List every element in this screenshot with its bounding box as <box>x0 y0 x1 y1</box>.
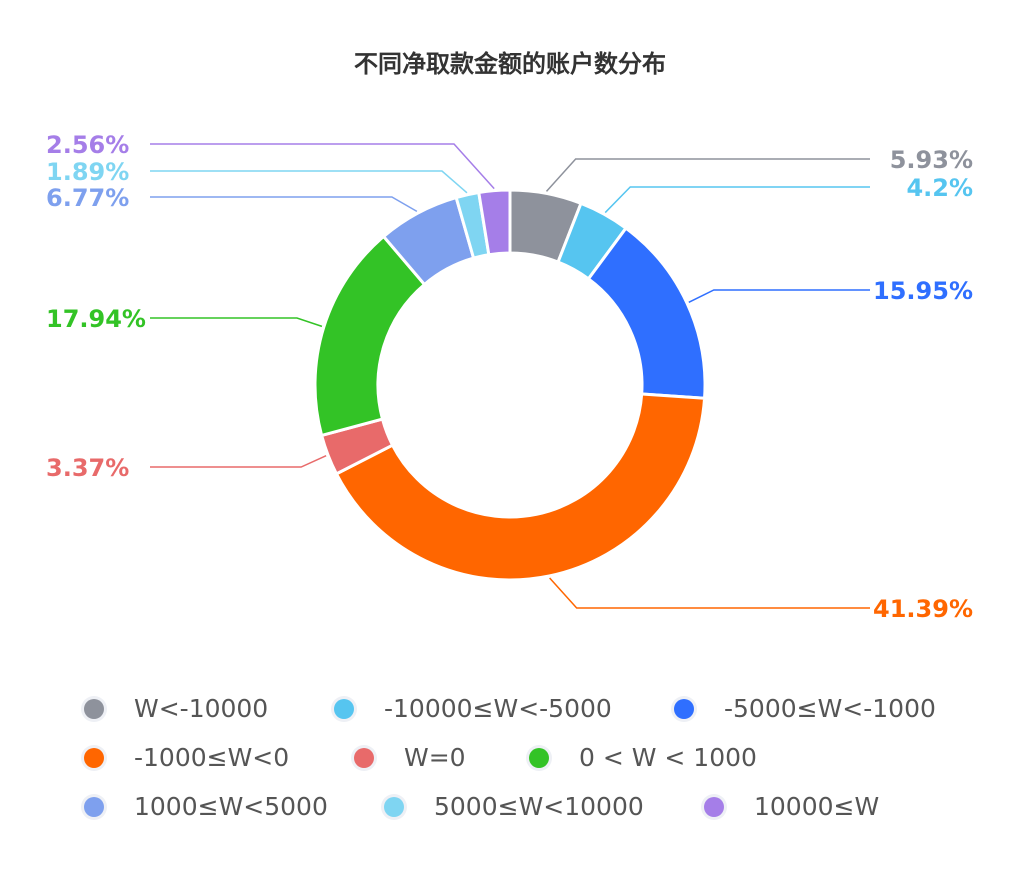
leader-line <box>604 186 870 214</box>
data-label: 6.77% <box>46 184 129 212</box>
legend-label: W<-10000 <box>134 694 269 723</box>
leader-line <box>688 289 870 303</box>
data-label: 1.89% <box>46 158 129 186</box>
legend-label: W=0 <box>404 743 466 772</box>
legend-marker-icon <box>354 747 374 768</box>
legend-label: 5000≤W<10000 <box>434 792 644 821</box>
legend-item[interactable]: 5000≤W<10000 <box>384 792 704 821</box>
leader-line <box>150 196 418 213</box>
data-label: 17.94% <box>46 305 146 333</box>
legend-label: -10000≤W<-5000 <box>384 694 612 723</box>
legend-label: -1000≤W<0 <box>134 743 290 772</box>
legend-label: 10000≤W <box>754 792 880 821</box>
chart-title: 不同净取款金额的账户数分布 <box>354 50 666 78</box>
legend-marker-icon <box>674 698 694 719</box>
data-label: 4.2% <box>906 174 973 202</box>
donut-slice[interactable] <box>477 188 512 257</box>
data-label: 15.95% <box>873 277 973 305</box>
legend-marker-icon <box>529 747 549 768</box>
legend-label: 0 < W < 1000 <box>579 743 757 772</box>
leader-line <box>150 143 495 190</box>
leader-line <box>150 455 327 468</box>
legend-marker-icon <box>704 796 724 817</box>
legend-item[interactable]: -5000≤W<-1000 <box>674 694 936 723</box>
legend-item[interactable]: 10000≤W <box>704 792 879 821</box>
legend-item[interactable]: W=0 <box>354 743 529 772</box>
data-label: 2.56% <box>46 131 129 159</box>
legend-label: -5000≤W<-1000 <box>724 694 936 723</box>
leader-line <box>545 158 870 192</box>
legend-marker-icon <box>384 796 404 817</box>
legend-item[interactable]: 1000≤W<5000 <box>84 792 384 821</box>
legend-marker-icon <box>84 698 104 719</box>
data-label: 41.39% <box>873 595 973 623</box>
leader-line <box>549 577 870 609</box>
data-label: 5.93% <box>890 146 973 174</box>
donut-slice[interactable] <box>334 392 707 582</box>
legend-item[interactable]: W<-10000 <box>84 694 334 723</box>
legend-marker-icon <box>84 796 104 817</box>
data-label: 3.37% <box>46 454 129 482</box>
legend-item[interactable]: -1000≤W<0 <box>84 743 354 772</box>
legend-marker-icon <box>84 747 104 768</box>
legend-row: 1000≤W<5000 5000≤W<10000 10000≤W <box>84 782 984 831</box>
legend-item[interactable]: -10000≤W<-5000 <box>334 694 674 723</box>
leader-line <box>150 170 468 194</box>
legend-row: W<-10000 -10000≤W<-5000 -5000≤W<-1000 <box>84 684 984 733</box>
legend: W<-10000 -10000≤W<-5000 -5000≤W<-1000 -1000… <box>84 684 984 831</box>
leader-line <box>150 317 323 328</box>
legend-label: 1000≤W<5000 <box>134 792 328 821</box>
legend-marker-icon <box>334 698 354 719</box>
donut-slice[interactable] <box>586 226 707 400</box>
legend-item[interactable]: 0 < W < 1000 <box>529 743 757 772</box>
legend-row: -1000≤W<0 W=0 0 < W < 1000 <box>84 733 984 782</box>
